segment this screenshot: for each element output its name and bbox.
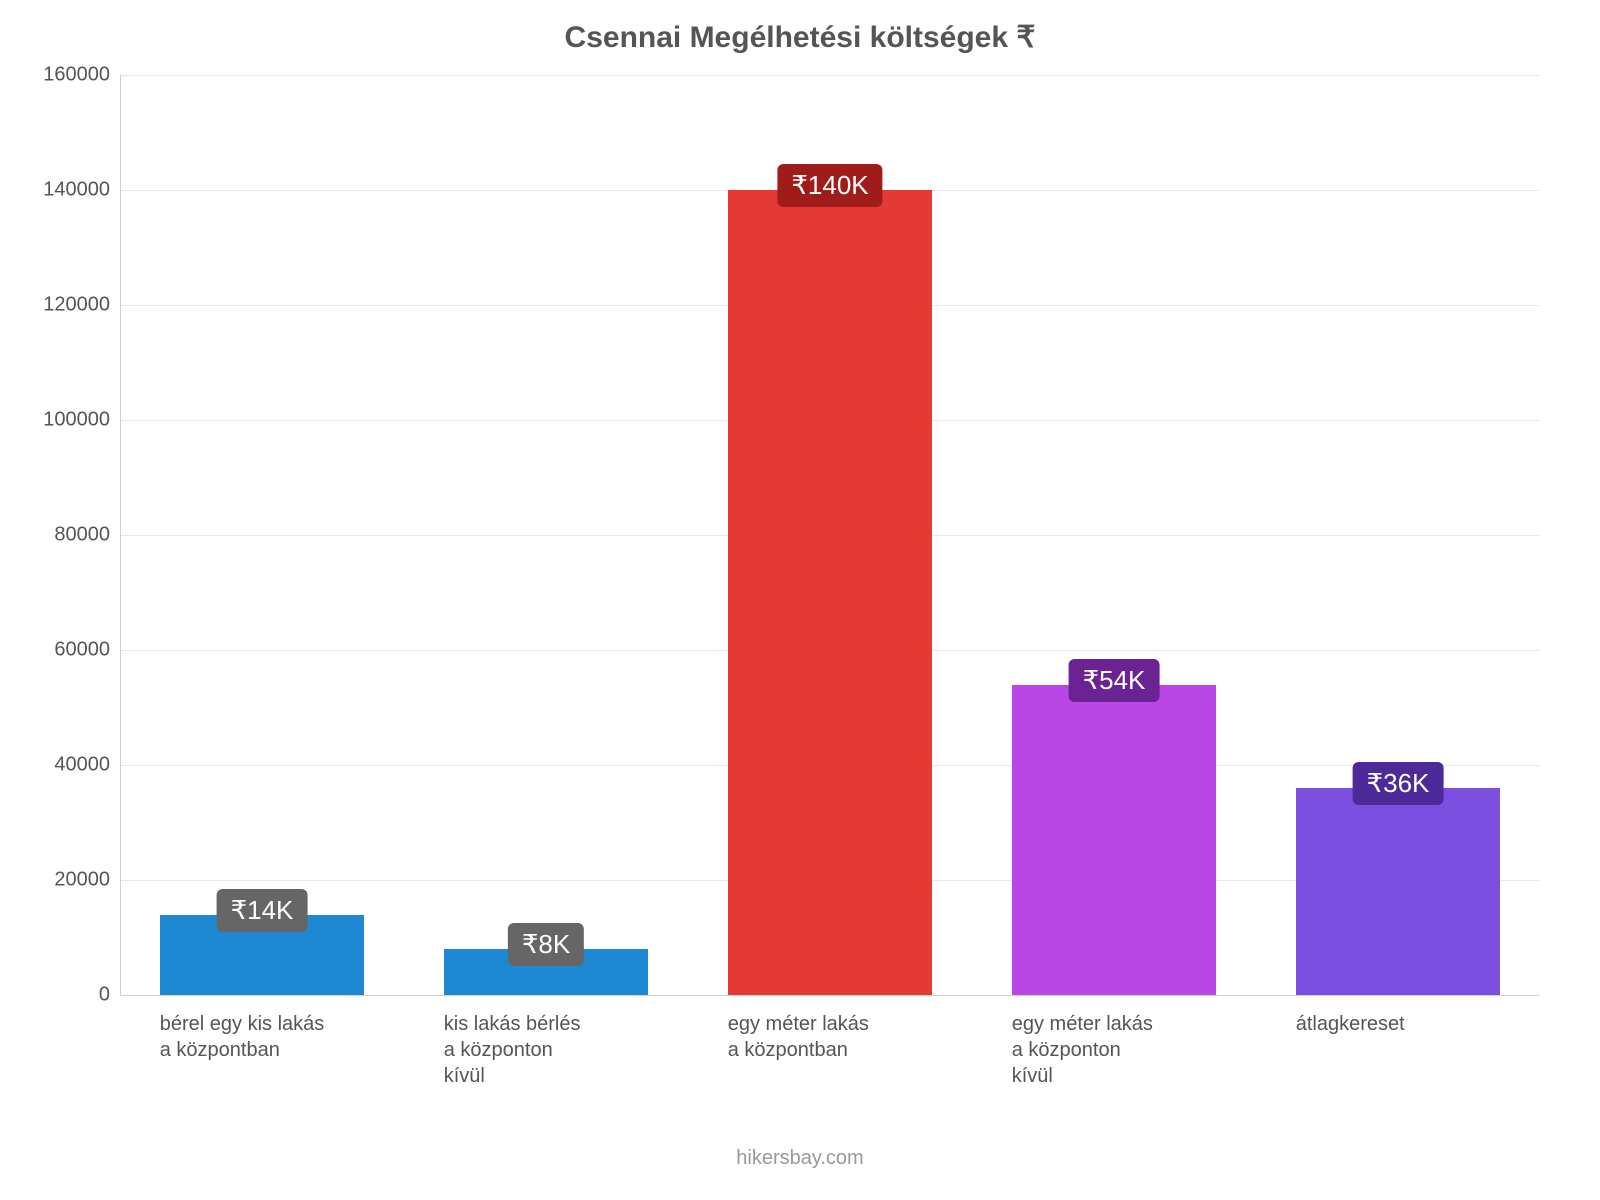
bar: ₹14K: [160, 915, 364, 996]
y-tick-label: 20000: [30, 869, 110, 892]
y-tick-label: 160000: [30, 64, 110, 87]
x-category-label: átlagkereset: [1296, 1011, 1496, 1037]
y-axis: [120, 75, 121, 995]
bar: ₹54K: [1012, 685, 1216, 996]
bar: ₹140K: [728, 190, 932, 995]
bar-value-badge: ₹14K: [217, 889, 308, 932]
x-category-label: egy méter lakása központban: [728, 1011, 928, 1063]
x-category-label: bérel egy kis lakása központban: [160, 1011, 360, 1063]
y-gridline: [120, 75, 1540, 76]
y-tick-label: 80000: [30, 524, 110, 547]
bar-value-badge: ₹8K: [508, 923, 584, 966]
y-gridline: [120, 995, 1540, 996]
y-tick-label: 60000: [30, 639, 110, 662]
y-tick-label: 100000: [30, 409, 110, 432]
chart-container: Csennai Megélhetési költségek ₹ 02000040…: [0, 0, 1600, 1200]
y-tick-label: 40000: [30, 754, 110, 777]
y-tick-label: 140000: [30, 179, 110, 202]
chart-title: Csennai Megélhetési költségek ₹: [0, 20, 1600, 55]
x-category-label: egy méter lakása központonkívül: [1012, 1011, 1212, 1089]
plot-area: 0200004000060000800001000001200001400001…: [120, 75, 1540, 995]
bar-value-badge: ₹140K: [777, 164, 882, 207]
y-tick-label: 120000: [30, 294, 110, 317]
chart-footer: hikersbay.com: [0, 1147, 1600, 1170]
x-category-label: kis lakás bérlésa központonkívül: [444, 1011, 644, 1089]
bar-value-badge: ₹54K: [1069, 659, 1160, 702]
bar-value-badge: ₹36K: [1353, 762, 1444, 805]
bar: ₹8K: [444, 949, 648, 995]
bar: ₹36K: [1296, 788, 1500, 995]
y-tick-label: 0: [30, 984, 110, 1007]
